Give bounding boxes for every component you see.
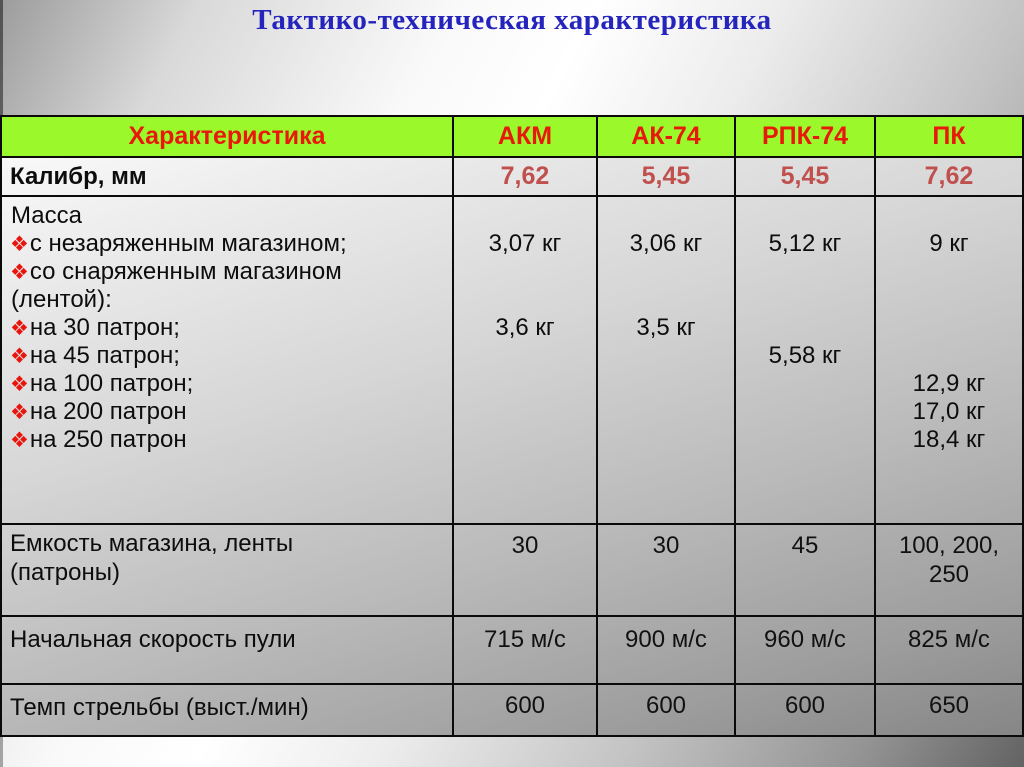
mass-label-text: на 200 патрон xyxy=(29,398,187,425)
mass-values-akm: 3,07 кг 3,6 кг xyxy=(454,197,598,525)
caliber-row-label: Калибр, мм xyxy=(2,158,454,197)
capacity-value-rpk74: 45 xyxy=(736,525,876,617)
rate-value-akm: 600 xyxy=(454,685,598,735)
velocity-value-pk: 825 м/с xyxy=(876,617,1022,685)
capacity-value-ak74: 30 xyxy=(598,525,736,617)
mass-label-line: (лентой): xyxy=(2,286,452,314)
mass-label-text: на 30 патрон; xyxy=(29,314,180,341)
mass-label-line: ❖на 100 патрон; xyxy=(2,370,452,398)
mass-label-line: ❖на 200 патрон xyxy=(2,398,452,426)
header-cell-characteristic: Характеристика xyxy=(2,117,454,158)
caliber-value-akm: 7,62 xyxy=(454,158,598,197)
mass-row-label: Масса ❖с незаряженным магазином; ❖со сна… xyxy=(2,197,454,525)
header-cell-akm: АКМ xyxy=(454,117,598,158)
mass-label-line: ❖со снаряженным магазином xyxy=(2,258,452,286)
velocity-value-akm: 715 м/с xyxy=(454,617,598,685)
velocity-row-label: Начальная скорость пули xyxy=(2,617,454,685)
header-cell-ak74: АК-74 xyxy=(598,117,736,158)
characteristics-table: Характеристика АКМ АК-74 РПК-74 ПК Калиб… xyxy=(0,115,1024,737)
mass-label-text: с незаряженным магазином; xyxy=(29,230,347,257)
mass-value-line xyxy=(736,314,874,342)
slide-title: Тактико-техническая характеристика xyxy=(252,4,772,36)
mass-value-line: 12,9 кг xyxy=(912,370,986,397)
mass-value-line xyxy=(736,286,874,314)
mass-value-line xyxy=(454,370,596,398)
capacity-label-line1: Емкость магазина, ленты xyxy=(10,530,294,557)
mass-value-line: 3,06 кг xyxy=(629,230,703,257)
capacity-row-label: Емкость магазина, ленты (патроны) xyxy=(2,525,454,617)
mass-value-line xyxy=(876,342,1022,370)
mass-value-line xyxy=(454,398,596,426)
mass-value-line xyxy=(454,426,596,454)
velocity-value-rpk74: 960 м/с xyxy=(736,617,876,685)
rate-value-rpk74: 600 xyxy=(736,685,876,735)
diamond-bullet-icon: ❖ xyxy=(10,373,29,396)
mass-label-text: на 45 патрон; xyxy=(29,342,180,369)
mass-value-line: 3,07 кг xyxy=(488,230,562,257)
mass-label-line: ❖на 30 патрон; xyxy=(2,314,452,342)
capacity-label-line2: (патроны) xyxy=(10,559,120,586)
mass-value-line xyxy=(736,202,874,230)
diamond-bullet-icon: ❖ xyxy=(10,317,29,340)
mass-label-text: на 250 патрон xyxy=(29,426,187,453)
mass-value-line xyxy=(598,426,734,454)
rate-value-ak74: 600 xyxy=(598,685,736,735)
mass-value-line xyxy=(454,202,596,230)
mass-value-line xyxy=(736,398,874,426)
mass-value-line xyxy=(876,314,1022,342)
mass-label-line: Масса xyxy=(2,202,452,230)
mass-value-line: 3,6 кг xyxy=(495,314,555,341)
capacity-value-pk: 100, 200, 250 xyxy=(876,525,1022,617)
mass-value-line xyxy=(598,202,734,230)
mass-label-text: Масса xyxy=(11,202,82,229)
mass-value-line xyxy=(876,258,1022,286)
mass-value-line xyxy=(454,286,596,314)
diamond-bullet-icon: ❖ xyxy=(10,429,29,452)
mass-value-line: 18,4 кг xyxy=(912,426,986,453)
mass-value-line xyxy=(598,342,734,370)
mass-label-text: на 100 патрон; xyxy=(29,370,194,397)
mass-values-pk: 9 кг 12,9 кг 17,0 кг 18,4 кг xyxy=(876,197,1022,525)
caliber-value-pk: 7,62 xyxy=(876,158,1022,197)
mass-value-line: 5,58 кг xyxy=(768,342,842,369)
mass-value-line xyxy=(876,286,1022,314)
diamond-bullet-icon: ❖ xyxy=(10,401,29,424)
header-cell-rpk74: РПК-74 xyxy=(736,117,876,158)
mass-label-line: ❖с незаряженным магазином; xyxy=(2,230,452,258)
mass-value-line xyxy=(454,342,596,370)
mass-value-line xyxy=(598,286,734,314)
mass-label-text: (лентой): xyxy=(11,286,112,313)
header-cell-pk: ПК xyxy=(876,117,1022,158)
rate-value-pk: 650 xyxy=(928,692,970,719)
rate-row-label: Темп стрельбы (выст./мин) xyxy=(2,685,454,735)
mass-value-line xyxy=(598,370,734,398)
mass-value-line: 17,0 кг xyxy=(912,398,986,425)
mass-value-line xyxy=(736,258,874,286)
diamond-bullet-icon: ❖ xyxy=(10,233,29,256)
mass-label-line: ❖на 250 патрон xyxy=(2,426,452,454)
mass-value-line: 5,12 кг xyxy=(768,230,842,257)
mass-values-ak74: 3,06 кг 3,5 кг xyxy=(598,197,736,525)
mass-value-line xyxy=(736,426,874,454)
mass-value-line: 9 кг xyxy=(929,230,969,257)
mass-value-line xyxy=(736,370,874,398)
mass-value-line xyxy=(454,258,596,286)
mass-value-line xyxy=(598,258,734,286)
mass-value-line xyxy=(876,202,1022,230)
mass-values-rpk74: 5,12 кг 5,58 кг xyxy=(736,197,876,525)
mass-value-line: 3,5 кг xyxy=(636,314,696,341)
capacity-value-akm: 30 xyxy=(454,525,598,617)
caliber-value-ak74: 5,45 xyxy=(598,158,736,197)
diamond-bullet-icon: ❖ xyxy=(10,345,29,368)
mass-label-text: со снаряженным магазином xyxy=(29,258,342,285)
mass-value-line xyxy=(598,398,734,426)
diamond-bullet-icon: ❖ xyxy=(10,261,29,284)
velocity-value-ak74: 900 м/с xyxy=(598,617,736,685)
mass-label-line: ❖на 45 патрон; xyxy=(2,342,452,370)
caliber-value-rpk74: 5,45 xyxy=(736,158,876,197)
